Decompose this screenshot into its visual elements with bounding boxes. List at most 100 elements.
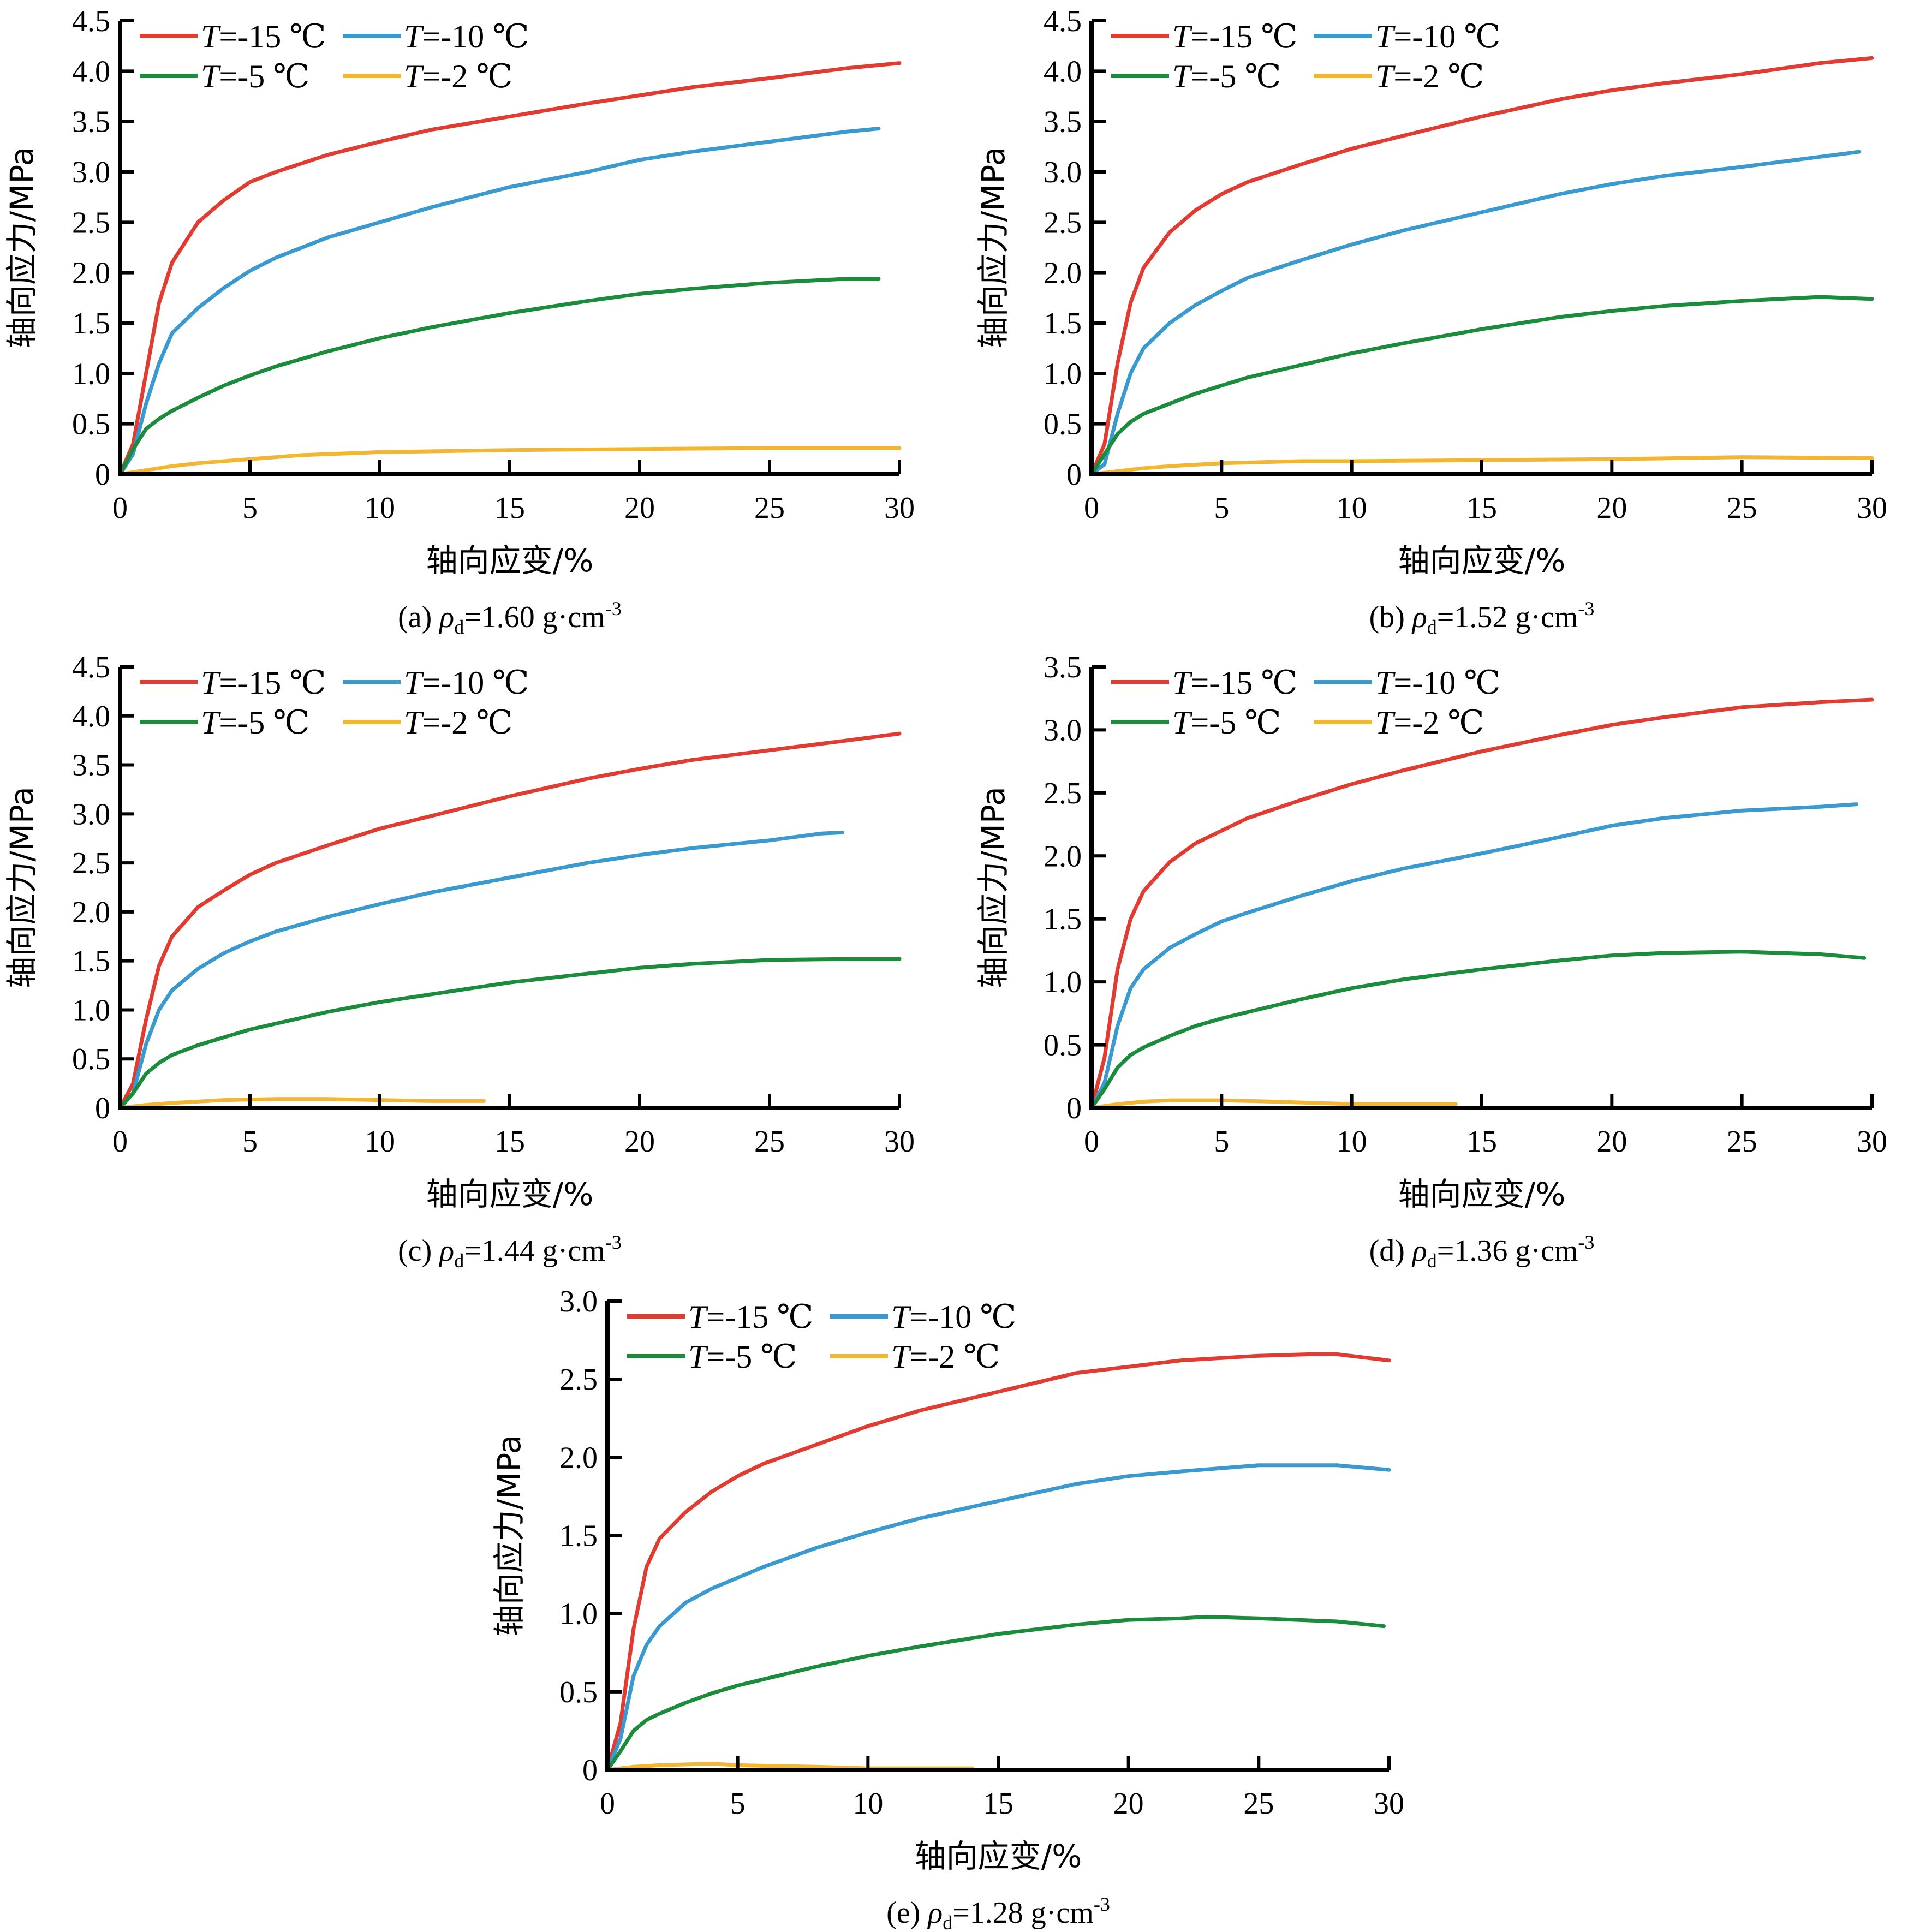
legend-variable: T: [1375, 665, 1396, 701]
x-tick-label: 5: [242, 1125, 258, 1159]
legend-label: T=-5 ℃: [201, 705, 309, 741]
series-group: [118, 731, 902, 1110]
legend-label: T=-2 ℃: [404, 58, 512, 94]
legend-value: =-10 ℃: [1393, 19, 1500, 55]
legend-variable: T: [201, 58, 221, 94]
legend-value: =-5 ℃: [219, 705, 309, 741]
x-tick-label: 20: [1596, 491, 1627, 525]
x-tick-label: 10: [852, 1787, 883, 1821]
series-line-t-2: [118, 1097, 486, 1110]
legend-variable: T: [1172, 58, 1192, 94]
legend-value: =-5 ℃: [706, 1339, 797, 1375]
legend-variable: T: [404, 58, 424, 94]
y-tick-label: 3.5: [1044, 651, 1082, 684]
legend-item: T=-15 ℃: [627, 1299, 813, 1335]
legend-label: T=-10 ℃: [404, 665, 529, 701]
legend-variable: T: [1375, 705, 1396, 741]
legend-variable: T: [1375, 58, 1396, 94]
caption-prefix: (c): [398, 1234, 439, 1268]
series-group: [1089, 56, 1874, 476]
legend-label: T=-10 ℃: [891, 1299, 1016, 1335]
caption-superscript: -3: [1578, 598, 1594, 619]
caption-prefix: (b): [1369, 600, 1412, 634]
y-tick-label: 1.0: [72, 357, 110, 391]
y-tick-label: 0.5: [72, 1042, 110, 1076]
x-tick-label: 10: [1337, 1125, 1367, 1159]
x-tick-label: 15: [494, 491, 525, 525]
x-tick-label: 15: [1466, 1125, 1497, 1159]
legend: T=-15 ℃ T=-10 ℃T=-5 ℃ T=-2 ℃: [1111, 19, 1500, 94]
y-tick-label: 1.5: [1044, 307, 1082, 341]
legend-label: T=-2 ℃: [1375, 58, 1484, 94]
x-axis-title: 轴向应变/%: [426, 1176, 594, 1213]
legend-variable: T: [1172, 705, 1192, 741]
y-tick-label: 0.5: [72, 408, 110, 442]
legend-variable: T: [404, 665, 424, 701]
y-tick-label: 2.5: [559, 1363, 598, 1397]
x-tick-label: 30: [884, 1125, 915, 1159]
x-tick-label: 25: [1243, 1787, 1274, 1821]
legend-label: T=-15 ℃: [688, 1299, 813, 1335]
legend-label: T=-15 ℃: [201, 665, 326, 701]
y-tick-label: 0: [1066, 1092, 1082, 1125]
caption-subscript: d: [454, 1250, 464, 1272]
legend-label: T=-10 ℃: [1375, 665, 1500, 701]
series-line-t-15: [605, 1352, 1391, 1772]
y-tick-label: 0: [95, 1092, 110, 1125]
series-group: [1089, 697, 1874, 1110]
legend-label: T=-5 ℃: [1172, 705, 1281, 741]
panel-d: 0 0.5 1.0 1.5 2.0 2.5 3.0 3.5 0 5 10 15 20 25 30 轴向应变/%…: [975, 651, 1887, 1272]
legend-item: T=-10 ℃: [343, 19, 529, 55]
x-tick-label: 30: [1857, 1125, 1887, 1159]
legend-item: T=-10 ℃: [343, 665, 529, 701]
x-tick-label: 25: [1727, 1125, 1757, 1159]
legend-label: T=-2 ℃: [1375, 705, 1484, 741]
y-tick-label: 2.5: [72, 206, 110, 240]
legend-label: T=-5 ℃: [688, 1339, 797, 1375]
legend-item: T=-10 ℃: [1314, 665, 1500, 701]
caption-superscript: -3: [1578, 1231, 1594, 1253]
series-line-t-15: [1089, 697, 1874, 1110]
legend-value: =-15 ℃: [1190, 19, 1297, 55]
x-axis-title: 轴向应变/%: [1398, 542, 1566, 579]
x-tick-label: 25: [1727, 491, 1757, 525]
series-line-t-5: [1089, 950, 1867, 1110]
legend-item: T=-10 ℃: [830, 1299, 1016, 1335]
caption-value: =1.28 g·cm: [952, 1896, 1094, 1930]
series-line-t-10: [1089, 150, 1861, 476]
legend-variable: T: [201, 705, 221, 741]
series-line-t-2: [118, 446, 902, 476]
y-tick-label: 2.0: [559, 1441, 598, 1475]
series-line-t-10: [118, 127, 881, 476]
x-tick-label: 20: [624, 491, 655, 525]
legend-label: T=-15 ℃: [1172, 19, 1297, 55]
legend-value: =-10 ℃: [422, 19, 529, 55]
legend-variable: T: [404, 705, 424, 741]
y-tick-label: 4.5: [72, 651, 110, 684]
panel-b: 0 0.5 1.0 1.5 2.0 2.5 3.0 3.5 4.0 4.5 0 5 10 15 20 25 30…: [975, 4, 1887, 638]
legend-label: T=-2 ℃: [404, 705, 512, 741]
x-axis-title: 轴向应变/%: [426, 542, 594, 579]
y-tick-label: 0.5: [1044, 408, 1082, 442]
x-tick-label: 15: [983, 1787, 1013, 1821]
legend-value: =-2 ℃: [422, 58, 512, 94]
y-axis-title: 轴向应力/MPa: [491, 1435, 528, 1637]
legend-item: T=-2 ℃: [343, 58, 512, 94]
legend-item: T=-10 ℃: [1314, 19, 1500, 55]
x-tick-label: 0: [1084, 491, 1099, 525]
legend-item: T=-15 ℃: [140, 19, 326, 55]
y-axis-title: 轴向应力/MPa: [3, 147, 40, 349]
y-tick-label: 0.5: [1044, 1029, 1082, 1063]
legend-item: T=-5 ℃: [140, 58, 309, 94]
legend-variable: T: [688, 1339, 708, 1375]
y-tick-label: 4.5: [1044, 4, 1082, 38]
caption-value: =1.52 g·cm: [1437, 600, 1578, 634]
y-tick-label: 1.5: [72, 307, 110, 341]
y-tick-label: 3.0: [1044, 713, 1082, 747]
x-tick-label: 20: [624, 1125, 655, 1159]
panel-caption: (d) ρd=1.36 g·cm-3: [1369, 1231, 1595, 1272]
caption-value: =1.44 g·cm: [464, 1234, 605, 1268]
caption-rho: ρ: [438, 1234, 454, 1268]
panel-e: 0 0.5 1.0 1.5 2.0 2.5 3.0 0 5 10 15 20 25 30 轴向应变/% 轴向应…: [491, 1285, 1404, 1932]
y-tick-label: 1.5: [72, 945, 110, 979]
